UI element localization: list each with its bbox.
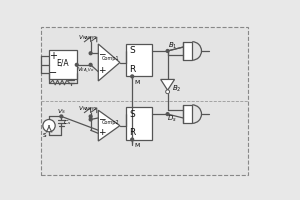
Circle shape xyxy=(131,138,134,141)
Polygon shape xyxy=(161,79,175,90)
Text: s: s xyxy=(43,132,46,138)
Text: M: M xyxy=(134,143,140,148)
Text: Comp2: Comp2 xyxy=(102,120,119,125)
Text: S: S xyxy=(129,110,135,119)
Polygon shape xyxy=(98,110,120,141)
Circle shape xyxy=(89,52,92,55)
Bar xyxy=(183,42,192,60)
Bar xyxy=(183,105,192,123)
Text: Comp1: Comp1 xyxy=(102,56,119,61)
Text: −: − xyxy=(49,68,57,78)
Polygon shape xyxy=(98,44,120,81)
Text: −: − xyxy=(98,114,106,123)
Text: $V_{EA\_Vo}$: $V_{EA\_Vo}$ xyxy=(77,65,95,74)
Text: M: M xyxy=(134,80,140,85)
Text: +: + xyxy=(49,51,57,61)
Text: $C_s$: $C_s$ xyxy=(63,118,72,127)
Text: +: + xyxy=(98,66,106,75)
Circle shape xyxy=(166,90,170,94)
Text: $V_{RAMP2}$: $V_{RAMP2}$ xyxy=(78,104,98,113)
Bar xyxy=(49,50,77,79)
Circle shape xyxy=(166,50,169,52)
Circle shape xyxy=(60,115,63,118)
Circle shape xyxy=(75,63,78,66)
Bar xyxy=(126,107,152,140)
Circle shape xyxy=(89,118,92,121)
Circle shape xyxy=(43,119,55,132)
Text: S: S xyxy=(129,46,135,55)
Text: $D_s$: $D_s$ xyxy=(167,114,177,124)
Circle shape xyxy=(89,115,92,118)
Bar xyxy=(126,44,152,76)
Text: $B_2$: $B_2$ xyxy=(172,84,182,94)
Text: $B_1$: $B_1$ xyxy=(167,41,177,51)
Text: R: R xyxy=(129,65,135,74)
Circle shape xyxy=(166,113,169,115)
Text: −: − xyxy=(98,50,106,59)
Text: +: + xyxy=(98,128,106,137)
Text: $V_S$: $V_S$ xyxy=(57,107,66,116)
Text: $V_{RAMP1}$: $V_{RAMP1}$ xyxy=(78,33,98,42)
Text: E/A: E/A xyxy=(57,59,69,68)
Text: R: R xyxy=(129,128,135,137)
Circle shape xyxy=(131,75,134,78)
Circle shape xyxy=(89,63,92,66)
Bar xyxy=(41,27,248,175)
